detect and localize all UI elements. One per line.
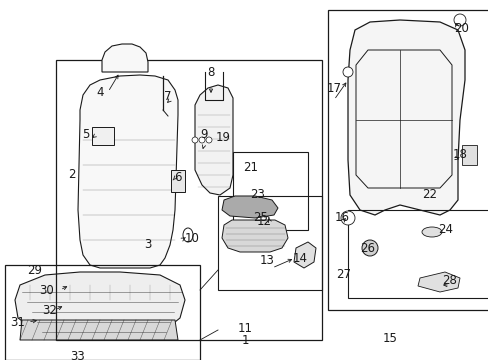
Polygon shape	[293, 242, 315, 268]
Text: 20: 20	[454, 22, 468, 35]
Text: 1: 1	[241, 333, 248, 346]
Bar	[5, 265, 200, 360]
Polygon shape	[195, 85, 232, 195]
Text: 13: 13	[259, 255, 274, 267]
Bar	[218, 196, 321, 290]
Text: 10: 10	[184, 233, 199, 246]
Text: 15: 15	[382, 332, 397, 345]
Text: 18: 18	[451, 148, 467, 162]
Polygon shape	[78, 75, 178, 268]
Bar	[92, 127, 114, 145]
Bar	[347, 210, 488, 298]
Polygon shape	[15, 272, 184, 340]
Polygon shape	[20, 320, 178, 340]
Circle shape	[192, 137, 198, 143]
Text: 14: 14	[292, 252, 307, 265]
Ellipse shape	[183, 228, 193, 242]
Text: 22: 22	[422, 189, 437, 202]
Text: 30: 30	[40, 284, 54, 297]
Circle shape	[199, 137, 204, 143]
Circle shape	[453, 14, 465, 26]
Text: 27: 27	[336, 267, 351, 280]
Polygon shape	[102, 44, 148, 72]
Text: 8: 8	[207, 66, 214, 78]
Circle shape	[340, 211, 354, 225]
Text: 33: 33	[70, 350, 85, 360]
Polygon shape	[417, 272, 459, 292]
Text: 25: 25	[253, 211, 268, 225]
Text: 4: 4	[96, 85, 103, 99]
Text: 24: 24	[438, 224, 452, 237]
Circle shape	[205, 137, 212, 143]
Text: 31: 31	[11, 315, 25, 328]
Circle shape	[342, 67, 352, 77]
Text: 17: 17	[326, 81, 341, 94]
Text: 16: 16	[334, 211, 349, 225]
Text: 7: 7	[164, 90, 171, 103]
Text: 6: 6	[174, 171, 182, 184]
Text: 9: 9	[200, 129, 207, 141]
Polygon shape	[222, 196, 278, 218]
Bar	[461, 145, 476, 165]
Polygon shape	[347, 20, 464, 215]
Text: 2: 2	[68, 168, 76, 181]
Text: 12: 12	[256, 216, 271, 229]
Text: 3: 3	[144, 238, 151, 252]
Text: 26: 26	[360, 242, 375, 255]
Text: 19: 19	[215, 131, 230, 144]
Text: 11: 11	[237, 321, 252, 334]
Polygon shape	[222, 220, 287, 252]
Text: 32: 32	[42, 303, 57, 316]
Ellipse shape	[421, 227, 441, 237]
Text: 23: 23	[250, 189, 265, 202]
Bar	[327, 10, 488, 310]
Text: 28: 28	[442, 274, 456, 287]
Text: 21: 21	[243, 162, 258, 175]
Bar	[171, 170, 184, 192]
Bar	[232, 152, 307, 230]
Circle shape	[361, 240, 377, 256]
Bar	[56, 60, 321, 340]
Text: 29: 29	[27, 264, 42, 276]
Text: 5: 5	[82, 129, 89, 141]
